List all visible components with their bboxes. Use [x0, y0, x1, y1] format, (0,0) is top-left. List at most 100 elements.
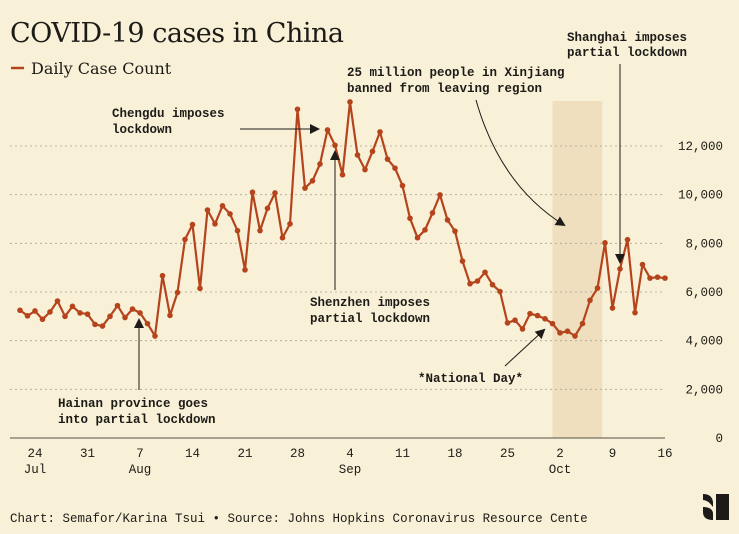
annotation-xinjiang-arrow [475, 99, 566, 227]
data-point [144, 320, 151, 327]
data-point [347, 99, 353, 105]
data-point [467, 280, 473, 287]
x-tick-label: 21 [237, 447, 252, 461]
national-day-shaded-band [552, 101, 603, 438]
data-point [392, 165, 398, 171]
annotation-xinjiang-line2: banned from leaving region [347, 82, 542, 96]
data-point [632, 309, 638, 316]
data-point [489, 281, 496, 288]
data-point [662, 275, 668, 281]
data-point [92, 321, 98, 328]
data-point [362, 166, 368, 173]
data-point [234, 227, 241, 234]
data-point [527, 310, 533, 317]
data-point [272, 190, 278, 196]
data-point [167, 312, 173, 319]
data-point [572, 333, 578, 339]
annotation-chengdu-line2: lockdown [112, 123, 172, 137]
annotation-hainan-line2: into partial lockdown [58, 413, 216, 427]
x-month-label: Oct [549, 463, 572, 477]
data-point [557, 330, 563, 336]
x-month-label: Sep [339, 463, 362, 477]
data-point [39, 316, 46, 323]
data-point [519, 326, 526, 332]
y-tick-label: 10,000 [678, 189, 723, 203]
x-tick-label: 7 [136, 447, 144, 461]
x-tick-label: 18 [447, 447, 462, 461]
data-point [107, 313, 113, 320]
data-point [549, 320, 556, 327]
data-point [444, 217, 451, 223]
data-point [309, 177, 316, 184]
x-tick-label: 31 [80, 447, 95, 461]
annotation-shenzhen-line2: partial lockdown [310, 312, 430, 326]
data-point [354, 152, 361, 158]
data-point [452, 228, 458, 234]
data-point [114, 302, 121, 309]
data-point [459, 258, 466, 264]
x-tick-label: 4 [346, 447, 354, 461]
x-tick-label: 25 [500, 447, 515, 461]
data-point [264, 205, 271, 212]
data-point [197, 285, 203, 292]
data-point [17, 307, 23, 314]
data-point [242, 267, 248, 273]
data-point [212, 221, 218, 227]
data-point [534, 312, 541, 319]
x-tick-label: 9 [609, 447, 617, 461]
data-point [497, 288, 503, 295]
data-point [422, 227, 428, 233]
data-point [227, 211, 233, 217]
semafor-logo [703, 494, 729, 520]
data-point [47, 309, 53, 315]
chart-title: COVID-19 cases in China [10, 18, 344, 49]
y-tick-label: 6,000 [685, 286, 723, 300]
data-point [399, 182, 406, 189]
data-point [512, 317, 518, 324]
annotation-chengdu-line1: Chengdu imposes [112, 107, 225, 121]
data-point [647, 275, 653, 281]
data-point [302, 185, 308, 191]
data-point [429, 210, 436, 216]
data-point [579, 320, 586, 327]
data-point [69, 303, 76, 310]
data-point [474, 278, 481, 284]
data-point [407, 215, 413, 222]
annotation-hainan-line1: Hainan province goes [58, 397, 208, 411]
data-point [287, 221, 293, 227]
data-point [482, 269, 488, 276]
y-tick-label: 8,000 [685, 237, 723, 251]
data-point [32, 308, 38, 314]
data-point [159, 272, 166, 279]
data-point [54, 298, 61, 304]
data-point [609, 305, 616, 311]
data-point [542, 315, 548, 322]
data-point [279, 234, 286, 241]
data-point [594, 285, 601, 291]
footer-credit: Chart: Semafor/Karina Tsui • Source: Joh… [10, 512, 588, 526]
data-point [294, 106, 301, 113]
data-point [204, 207, 211, 213]
data-point [624, 236, 631, 243]
data-point [249, 189, 256, 196]
data-point [324, 127, 331, 133]
x-tick-label: 14 [185, 447, 200, 461]
data-point [564, 328, 571, 334]
data-point [257, 227, 263, 234]
annotation-shanghai-line1: Shanghai imposes [567, 31, 687, 45]
data-point [99, 323, 106, 329]
annotation-shanghai-line2: partial lockdown [567, 46, 687, 60]
x-tick-label: 2 [556, 447, 564, 461]
data-point [137, 310, 143, 316]
data-point [84, 311, 91, 317]
data-point [654, 274, 661, 280]
data-point [152, 333, 158, 339]
y-tick-label: 4,000 [685, 335, 723, 349]
data-point [504, 320, 511, 326]
annotation-national-day: *National Day* [418, 372, 523, 386]
data-point [189, 221, 196, 228]
data-point [384, 156, 391, 162]
data-point [129, 306, 136, 312]
